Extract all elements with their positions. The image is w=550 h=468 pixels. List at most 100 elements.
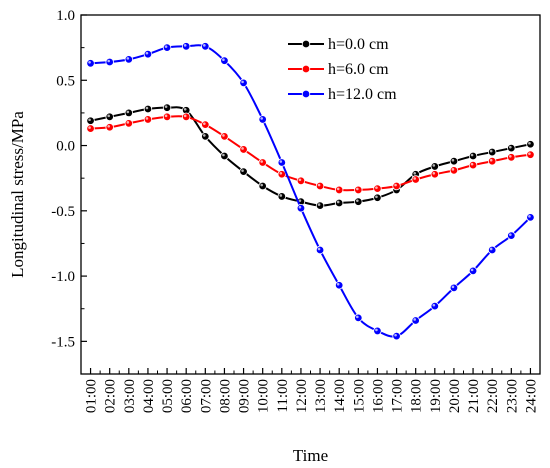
data-point: [373, 193, 382, 202]
data-point-highlight: [489, 149, 493, 153]
data-point: [239, 145, 248, 154]
data-point: [201, 120, 210, 129]
data-point-highlight: [241, 169, 244, 172]
data-point-highlight: [183, 107, 187, 111]
data-point-highlight: [470, 162, 474, 166]
data-point-highlight: [260, 183, 263, 187]
data-point-highlight: [126, 121, 130, 124]
data-point: [315, 201, 325, 210]
data-point-highlight: [451, 285, 455, 289]
data-point-highlight: [107, 59, 110, 63]
data-point: [334, 281, 344, 290]
data-point: [239, 78, 248, 88]
data-point-highlight: [413, 318, 416, 321]
data-point-highlight: [317, 247, 321, 251]
legend-label: h=12.0 cm: [328, 86, 397, 103]
data-point: [354, 313, 363, 323]
series-line: [90, 106, 531, 207]
x-tick-label: 11:00: [275, 379, 291, 413]
data-point: [143, 104, 153, 114]
data-point-highlight: [432, 171, 436, 175]
y-axis-title: Longitudinal stress/MPa: [8, 111, 27, 278]
data-point: [526, 140, 535, 149]
data-point-highlight: [145, 117, 149, 120]
data-point: [181, 42, 191, 51]
data-point-highlight: [126, 110, 130, 114]
data-point-highlight: [126, 57, 130, 60]
x-tick-label: 18:00: [409, 379, 425, 413]
series-3: [86, 42, 535, 341]
data-point: [354, 185, 363, 195]
data-point: [411, 175, 420, 184]
data-point-highlight: [375, 186, 378, 189]
data-point-highlight: [107, 124, 110, 128]
data-point: [124, 55, 134, 64]
x-tick-label: 06:00: [179, 379, 195, 413]
data-point: [162, 43, 172, 52]
data-point: [181, 112, 191, 122]
data-point-highlight: [356, 315, 359, 319]
data-point-highlight: [88, 126, 91, 129]
x-tick-label: 23:00: [504, 379, 520, 413]
data-point: [373, 184, 382, 193]
data-point: [220, 151, 229, 161]
legend-marker: [301, 39, 311, 49]
x-axis-title: Time: [293, 446, 328, 465]
data-point: [143, 115, 153, 124]
data-point: [124, 119, 134, 128]
data-point: [296, 176, 306, 185]
data-point-highlight: [279, 160, 283, 163]
data-point: [105, 112, 114, 122]
data-point-highlight: [317, 203, 321, 206]
data-point-highlight: [88, 61, 91, 64]
series-2: [86, 112, 535, 195]
data-point-highlight: [164, 45, 168, 48]
data-point-highlight: [203, 44, 206, 47]
data-point-highlight: [279, 171, 283, 175]
data-point-highlight: [107, 114, 110, 118]
data-point: [468, 160, 478, 170]
data-point: [354, 197, 363, 206]
y-tick-label: -1.0: [51, 269, 75, 285]
x-tick-label: 13:00: [313, 379, 329, 413]
data-point: [430, 301, 440, 311]
data-point-highlight: [528, 215, 531, 218]
data-point-highlight: [528, 152, 531, 155]
data-point-highlight: [279, 194, 283, 197]
x-tick-label: 07:00: [198, 379, 214, 413]
x-tick-label: 20:00: [447, 379, 463, 413]
data-point-highlight: [222, 58, 225, 61]
x-tick-label: 14:00: [332, 379, 348, 413]
plot-frame: [80, 14, 541, 375]
data-point-highlight: [203, 134, 206, 137]
x-tick-label: 12:00: [294, 379, 310, 413]
legend-marker: [301, 64, 311, 74]
data-point: [201, 42, 210, 51]
data-point-highlight: [509, 145, 512, 149]
data-point: [430, 170, 440, 179]
data-point-highlight: [509, 154, 512, 158]
legend: h=0.0 cm h=6.0 cm h=12.0 cm: [288, 36, 397, 103]
x-tick-labels: 01:00 02:00 03:00 04:00 05:00 06:00 07:00 08:00…: [84, 379, 540, 413]
data-point: [277, 192, 287, 201]
data-point: [277, 170, 287, 179]
data-point-highlight: [298, 205, 302, 209]
series-line: [90, 115, 531, 192]
data-point: [526, 213, 535, 222]
data-point: [507, 143, 516, 153]
series-line: [90, 44, 532, 338]
data-point-highlight: [413, 177, 416, 180]
data-point: [373, 326, 382, 336]
data-point: [487, 157, 497, 166]
x-tick-label: 02:00: [103, 379, 119, 413]
data-point-highlight: [413, 171, 416, 175]
data-point: [526, 150, 535, 159]
data-point: [449, 283, 459, 293]
data-point: [487, 245, 497, 255]
y-tick-label: -1.5: [51, 334, 75, 350]
data-point: [487, 147, 497, 157]
data-point-highlight: [183, 44, 187, 47]
data-point: [258, 115, 267, 124]
data-point: [220, 56, 229, 65]
